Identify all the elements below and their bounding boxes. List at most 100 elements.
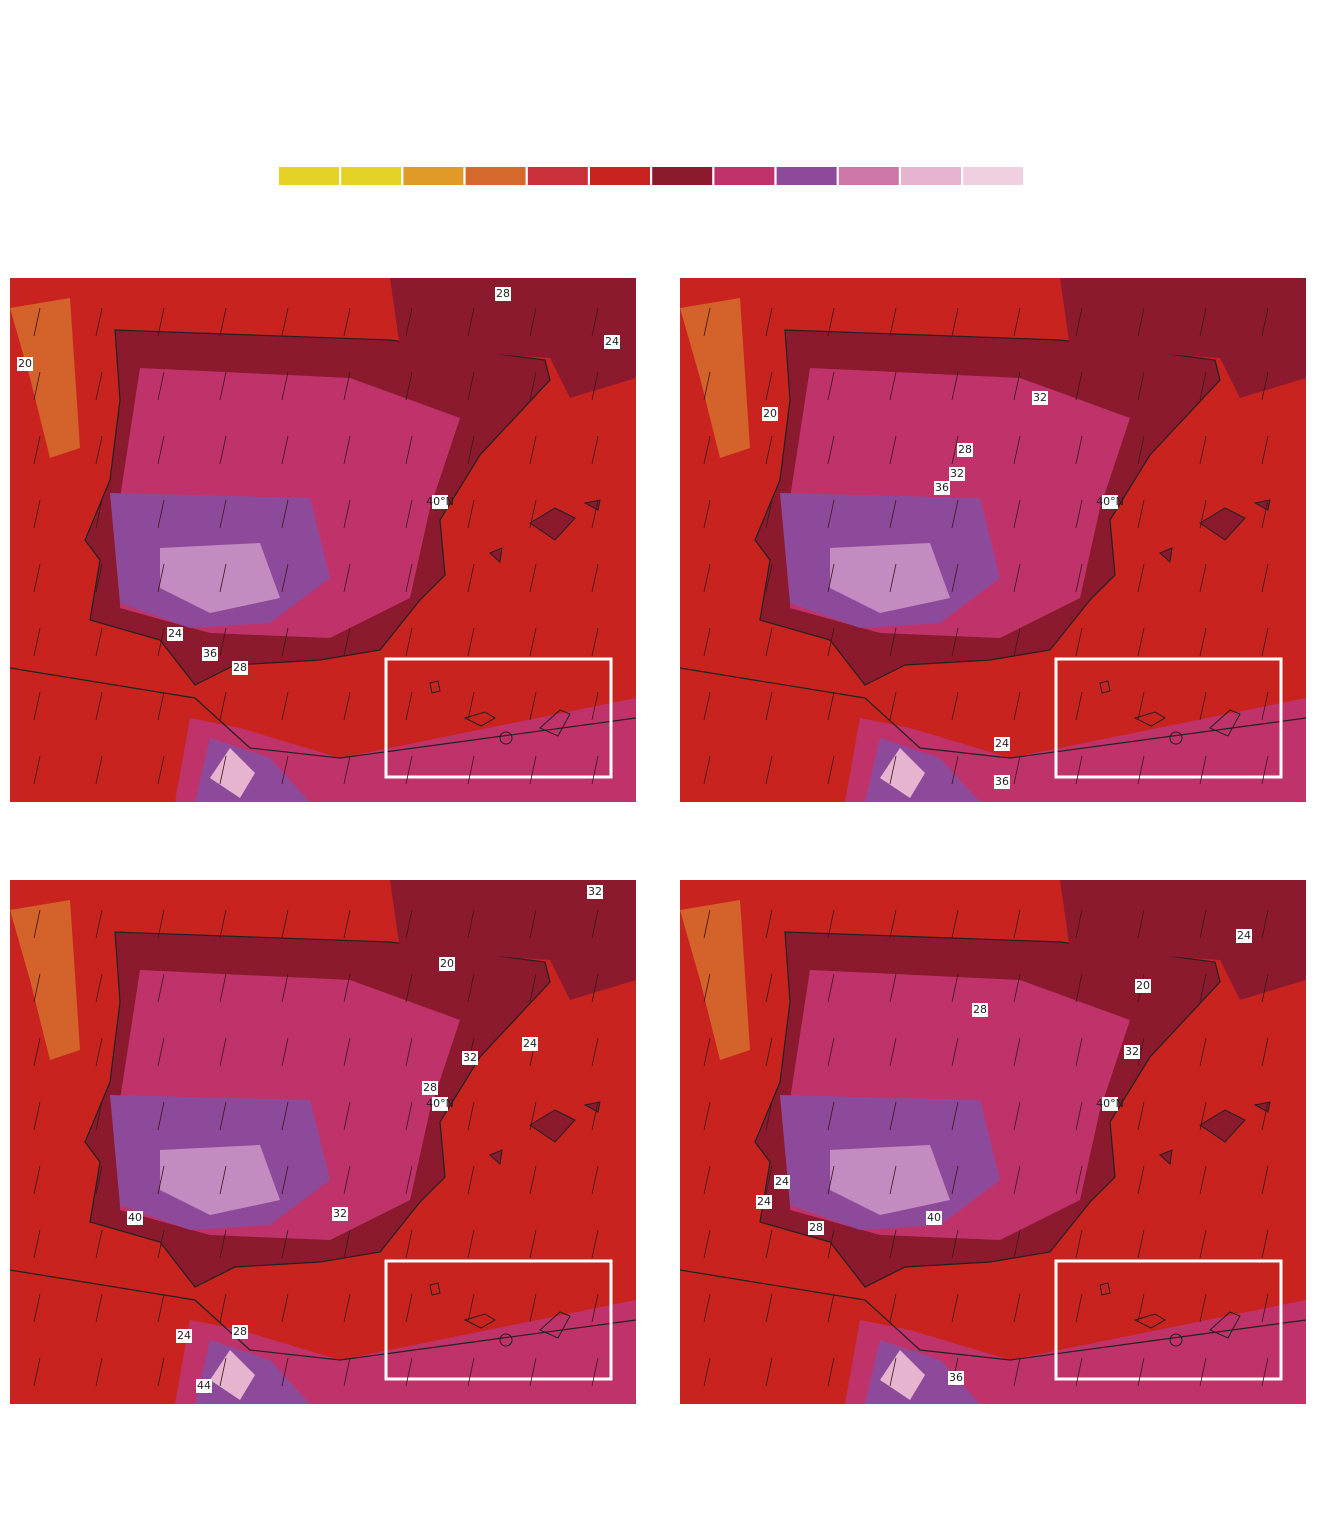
wind-arrow [529,1165,537,1195]
wind-arrow [343,1229,351,1259]
contour-label: 36 [935,481,949,494]
wind-arrow [1199,1229,1207,1259]
label-box [432,495,448,509]
wind-arrow [765,435,773,465]
wind-arrow [1013,973,1021,1003]
wind-arrow [1075,307,1083,337]
contour-label: 24 [757,1195,771,1208]
wind-arrow [1075,627,1083,657]
label-box [176,1329,192,1343]
wind-arrow [281,1037,289,1067]
label-box [1236,929,1252,943]
wind-arrow [951,371,959,401]
wind-arrow [1199,1037,1207,1067]
wind-arrow [343,1165,351,1195]
wind-arrow [1199,1101,1207,1131]
wind-arrow [1137,1101,1145,1131]
wind-arrow [703,1037,711,1067]
contour-label: 40 [128,1211,142,1224]
legend-swatch [341,167,402,185]
wind-arrow [827,755,835,785]
wind-arrow [703,371,711,401]
wind-arrow [889,627,897,657]
wind-arrow [1013,691,1021,721]
wind-arrow [591,691,599,721]
wind-arrow [1199,307,1207,337]
label-box [808,1221,824,1235]
legend-swatch [527,167,588,185]
wind-arrow [529,909,537,939]
wind-arrow [703,307,711,337]
legend-swatch [776,167,837,185]
wind-arrow [591,371,599,401]
wind-arrow [951,435,959,465]
contour-label: 40°N [426,495,454,508]
wind-arrow [405,973,413,1003]
wind-arrow [95,1229,103,1259]
wind-arrow [827,973,835,1003]
wind-arrow [1261,499,1269,529]
wind-arrow [889,909,897,939]
wind-arrow [765,1357,773,1387]
wind-arrow [157,499,165,529]
label-box [926,1211,942,1225]
wind-arrow [1199,909,1207,939]
wind-arrow [33,371,41,401]
wind-arrow [1199,435,1207,465]
legend-swatch [838,167,899,185]
wind-arrow [1013,1229,1021,1259]
map [8,878,638,1406]
contour-label: 24 [523,1037,537,1050]
wind-arrow [95,755,103,785]
wind-arrow [343,909,351,939]
wind-arrow [951,627,959,657]
wind-arrow [467,691,475,721]
wind-arrow [219,435,227,465]
wind-arrow [1075,973,1083,1003]
wind-arrow [281,1229,289,1259]
label-box [1032,391,1048,405]
contour-label: 28 [973,1003,987,1016]
wind-arrow [1137,1293,1145,1323]
wind-arrow [157,371,165,401]
label-box [232,661,248,675]
wind-arrow [33,755,41,785]
wind-arrow [529,973,537,1003]
wind-arrow [157,755,165,785]
label-box [949,467,965,481]
wind-arrow [1261,435,1269,465]
wind-arrow [157,627,165,657]
wind-arrow [1013,627,1021,657]
label-box [1135,979,1151,993]
wind-arrow [95,1101,103,1131]
wind-arrow [1075,1101,1083,1131]
label-box [972,1003,988,1017]
wind-arrow [1075,1357,1083,1387]
wind-arrow [1199,973,1207,1003]
wind-arrow [529,435,537,465]
wind-arrow [281,1293,289,1323]
wind-arrow [591,755,599,785]
label-box [127,1211,143,1225]
wind-arrow [467,1357,475,1387]
contour-label: 28 [423,1081,437,1094]
wind-arrow [529,1229,537,1259]
wind-arrow [529,307,537,337]
wind-arrow [529,1357,537,1387]
wind-arrow [1075,371,1083,401]
contour-label: 36 [949,1371,963,1384]
wind-arrow [703,909,711,939]
wind-arrow [827,1165,835,1195]
wind-arrow [703,499,711,529]
wind-arrow [591,307,599,337]
legend-swatch [963,167,1024,185]
wind-arrow [343,371,351,401]
wind-arrow [95,1037,103,1067]
wind-arrow [765,909,773,939]
wind-arrow [343,691,351,721]
label-box [774,1175,790,1189]
wind-arrow [33,1293,41,1323]
wind-arrow [157,691,165,721]
contour-label: 28 [958,443,972,456]
wind-arrow [765,1037,773,1067]
